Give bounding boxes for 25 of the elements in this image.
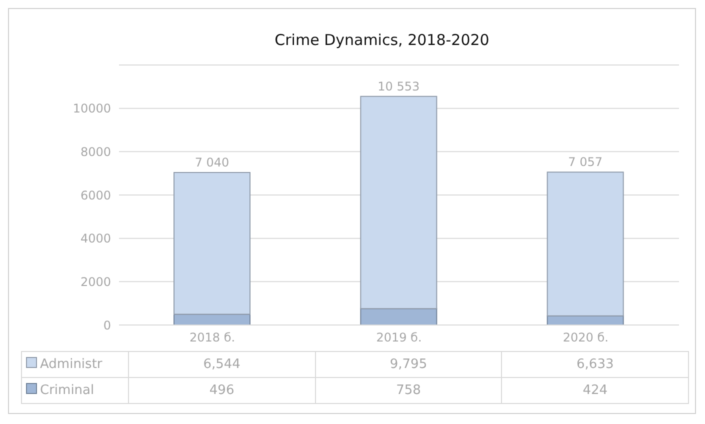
total-label: 7 057: [568, 155, 603, 170]
y-tick-label: 8000: [80, 144, 111, 159]
x-tick-label: 2020 б.: [562, 330, 608, 345]
data-label: 424: [502, 378, 688, 404]
total-label: 7 040: [194, 155, 230, 170]
legend-label: Criminal: [22, 378, 128, 404]
y-tick-label: 6000: [80, 188, 111, 202]
data-label: 6,544: [128, 352, 316, 378]
total-label: 10 553: [378, 79, 420, 94]
y-tick-label: 4000: [80, 232, 111, 246]
bar: [360, 308, 438, 325]
data-label: 9,795: [315, 352, 502, 378]
data-label: 496: [128, 378, 316, 404]
x-tick-label: 2018 б.: [190, 330, 236, 345]
x-tick-label: 2019 б.: [376, 330, 422, 345]
chart-title: Crime Dynamics, 2018-2020: [274, 31, 490, 51]
legend-label: Administr: [22, 352, 128, 378]
y-tick-label: 2000: [80, 274, 111, 289]
bar: [174, 172, 250, 315]
data-label: 6,633: [502, 352, 688, 378]
y-tick-label: 0: [103, 318, 111, 332]
data-label: 758: [315, 378, 502, 404]
bar: [546, 172, 624, 316]
bar: [360, 96, 438, 310]
y-tick-label: 10000: [72, 102, 111, 116]
